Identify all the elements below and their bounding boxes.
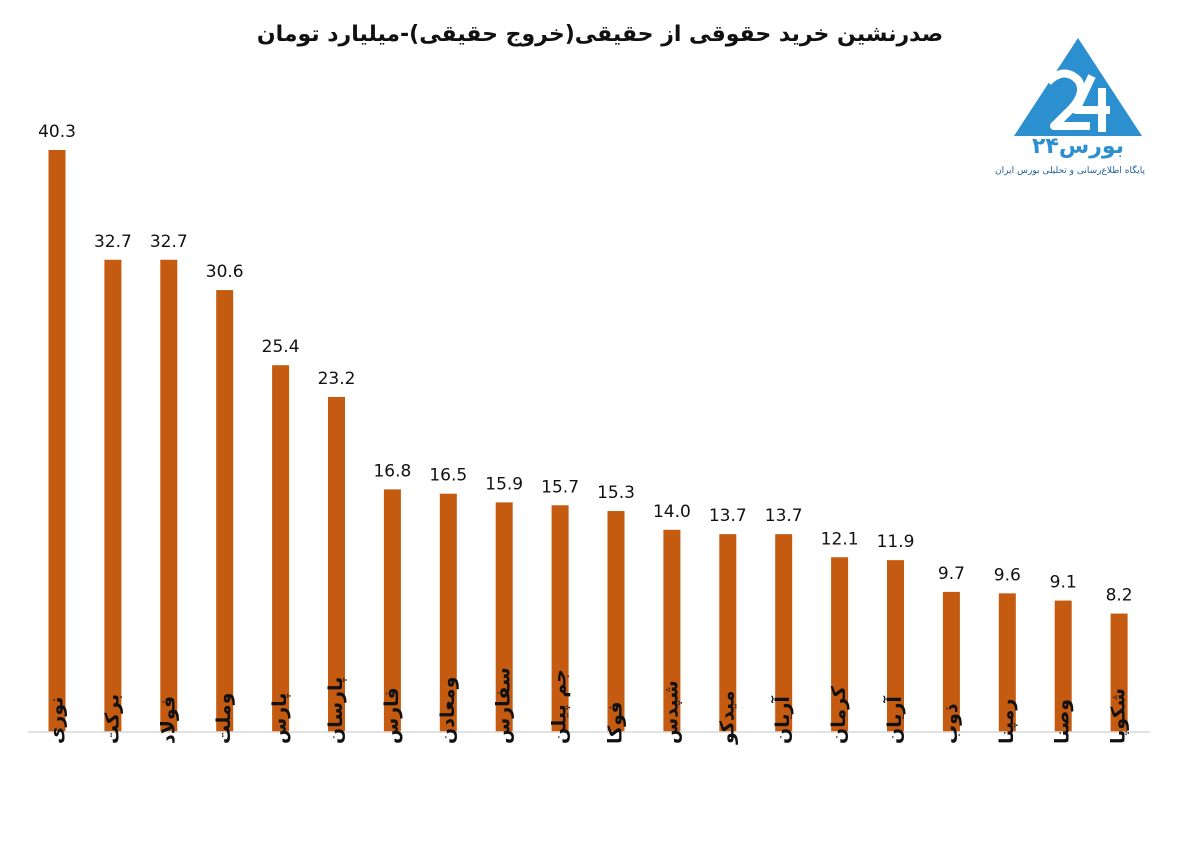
category-label-7: فارس: [381, 687, 403, 744]
bar-1: [48, 150, 66, 732]
bars-group: [48, 150, 1128, 732]
value-label-3: 32.7: [150, 232, 188, 252]
category-label-17: ذوب: [940, 703, 962, 744]
category-label-12: شپدس: [660, 680, 682, 744]
bar-6: [328, 396, 345, 732]
bar-15: [831, 557, 849, 732]
bar-3: [160, 259, 178, 732]
bar-20: [1110, 613, 1128, 732]
bar-2: [104, 259, 122, 732]
category-label-3: فولاد: [157, 696, 179, 744]
value-label-4: 30.6: [206, 262, 244, 282]
value-label-17: 9.7: [938, 564, 965, 584]
category-label-5: پارس: [269, 693, 291, 744]
value-label-7: 16.8: [373, 461, 411, 481]
category-label-19: وصنا: [1052, 699, 1074, 744]
category-label-18: رمپنا: [996, 699, 1018, 744]
value-label-5: 25.4: [262, 337, 300, 357]
bar-16: [887, 560, 904, 732]
boors24-logo-icon: [1014, 38, 1142, 136]
value-label-13: 13.7: [709, 506, 747, 526]
category-label-10: جم پیلن: [549, 669, 571, 744]
value-label-16: 11.9: [877, 532, 915, 552]
value-label-1: 40.3: [38, 122, 76, 142]
bar-11: [607, 511, 625, 732]
logo-tagline: پایگاه اطلاع‌رسانی و تحلیلی بورس ایران: [995, 166, 1145, 176]
value-label-18: 9.6: [994, 565, 1021, 585]
category-label-11: فوکا: [605, 701, 627, 744]
category-label-9: سفارس: [493, 667, 515, 744]
bar-8: [439, 493, 457, 732]
category-label-20: شکوپا: [1108, 688, 1130, 744]
bar-5: [272, 365, 290, 732]
chart-title: صدرنشین خرید حقوقی از حقیقی(خروج حقیقی)-…: [256, 22, 944, 47]
category-label-6: پارسان: [325, 677, 347, 744]
value-label-9: 15.9: [485, 474, 523, 494]
category-label-15: کرمان: [828, 685, 850, 744]
bar-9: [495, 502, 513, 732]
bar-4: [216, 290, 234, 732]
category-label-1: نوری: [46, 697, 68, 744]
category-label-8: ومعادن: [437, 677, 459, 744]
bar-18: [998, 593, 1016, 732]
value-label-12: 14.0: [653, 502, 691, 522]
bar-7: [383, 489, 401, 732]
value-label-6: 23.2: [318, 369, 356, 389]
logo-text: بورس۲۴: [1032, 134, 1124, 159]
category-label-4: وملت: [213, 693, 235, 744]
bar-13: [719, 534, 737, 732]
value-label-10: 15.7: [541, 477, 579, 497]
value-label-11: 15.3: [597, 483, 635, 503]
category-labels-group: نوری برکت فولاد وملت پارس پارسان فارس ومعادن سفا…: [46, 667, 1130, 745]
value-labels-group: 40.3 32.7 32.7 30.6 25.4 23.2 16.8 16.5 15.9 15.7…: [38, 122, 1133, 606]
bar-14: [775, 534, 793, 732]
value-label-15: 12.1: [821, 529, 859, 549]
category-label-2: برکت: [101, 694, 123, 744]
value-label-2: 32.7: [94, 232, 132, 252]
category-label-16: آریان: [882, 696, 906, 744]
value-label-19: 9.1: [1050, 573, 1077, 593]
value-label-14: 13.7: [765, 506, 803, 526]
bar-19: [1054, 600, 1072, 732]
bar-17: [942, 591, 960, 732]
value-label-20: 8.2: [1106, 586, 1133, 606]
category-label-14: آریان: [770, 696, 794, 744]
category-label-13: میدکو: [716, 691, 738, 745]
value-label-8: 16.5: [429, 466, 467, 486]
bar-12: [663, 529, 681, 732]
bar-10: [551, 505, 569, 732]
